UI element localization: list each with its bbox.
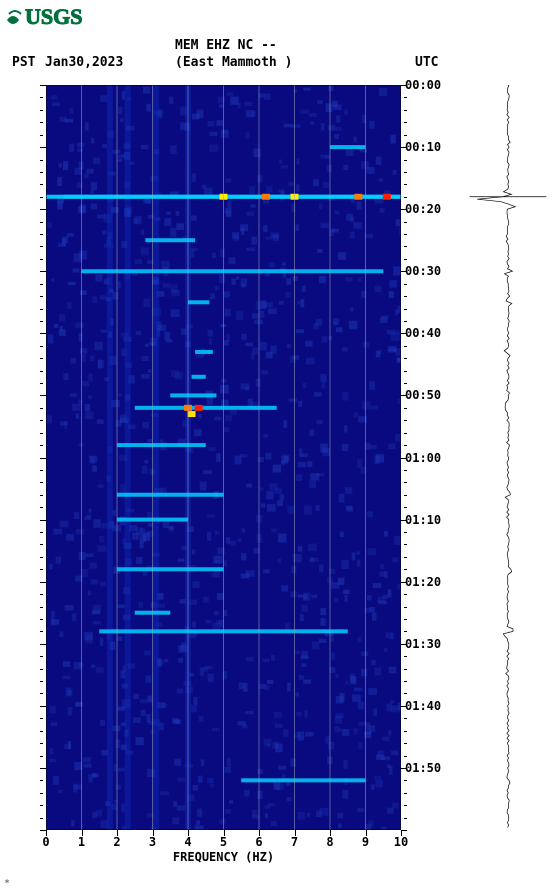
station-name: (East Mammoth )	[175, 55, 292, 70]
date-label: Jan30,2023	[45, 55, 123, 70]
spectrogram-plot	[46, 85, 401, 830]
tick-marks-right	[401, 85, 407, 830]
tick-marks-left	[40, 85, 46, 830]
waveform-side-plot	[468, 85, 548, 830]
usgs-logo: USGS	[5, 2, 97, 34]
station-code: MEM EHZ NC --	[175, 38, 277, 53]
x-axis-label: FREQUENCY (HZ)	[46, 850, 401, 864]
footer-mark: *	[4, 878, 10, 889]
tick-marks-bottom	[46, 830, 401, 836]
chart-container: USGS PST Jan30,2023 MEM EHZ NC -- (East …	[0, 0, 552, 893]
timezone-left-label: PST	[12, 55, 35, 70]
timezone-right-label: UTC	[415, 55, 438, 70]
svg-text:USGS: USGS	[25, 4, 82, 29]
